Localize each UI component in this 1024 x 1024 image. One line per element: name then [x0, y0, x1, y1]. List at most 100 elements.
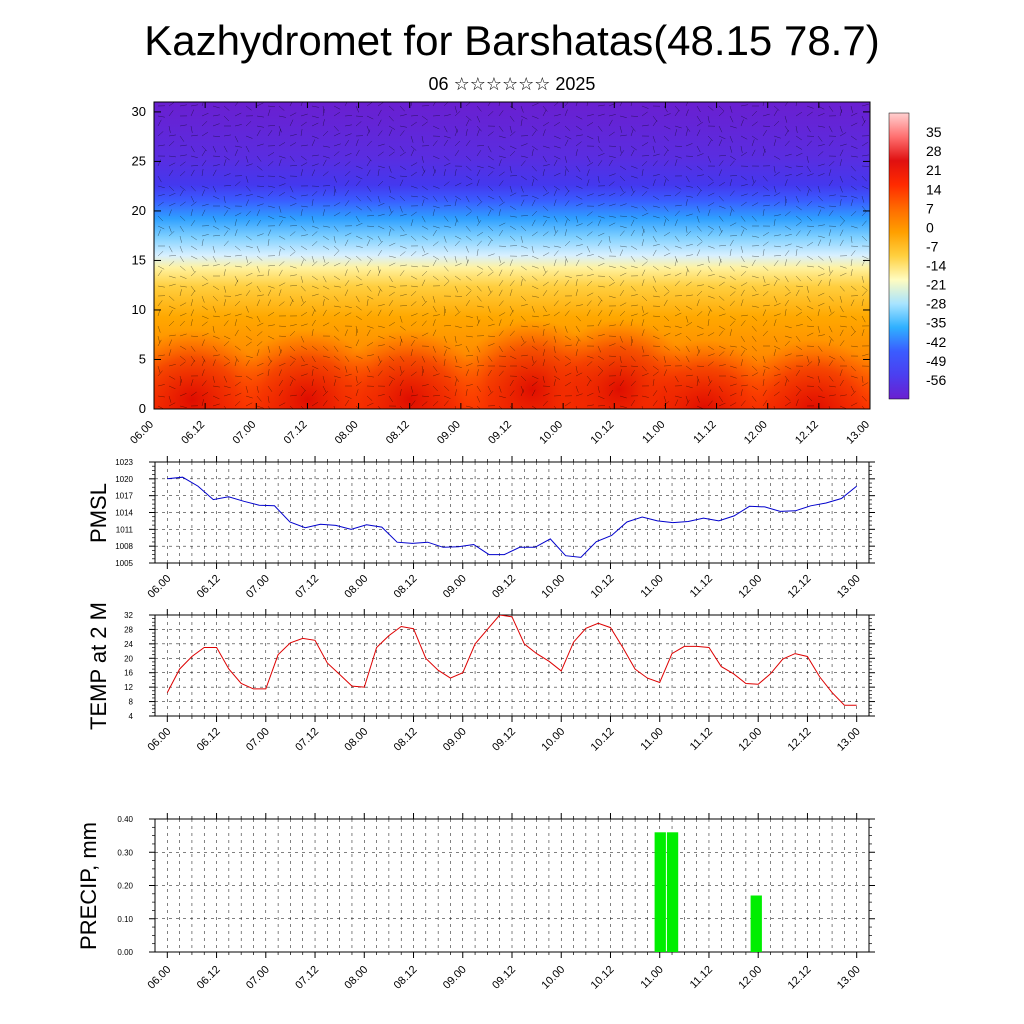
wind-barb — [718, 229, 724, 237]
wind-barb — [553, 375, 561, 380]
wind-barb — [179, 201, 186, 207]
wind-barb — [608, 361, 615, 367]
wind-barb — [487, 195, 495, 200]
wind-barb — [828, 355, 836, 360]
wind-barb — [652, 379, 655, 387]
wind-barb — [751, 180, 757, 187]
wind-barb — [498, 145, 505, 151]
wind-barb — [520, 365, 528, 369]
wind-barb — [300, 345, 308, 350]
wind-barb — [740, 335, 746, 343]
wind-barb — [520, 325, 528, 328]
x-tick-label: 12.00 — [736, 964, 764, 992]
wind-barb — [256, 285, 261, 293]
wind-barb — [696, 174, 704, 177]
x-tick-label: 09.12 — [490, 573, 518, 601]
wind-barb — [630, 355, 636, 362]
wind-barb — [410, 149, 415, 157]
wind-barb — [432, 225, 440, 229]
wind-barb — [828, 405, 830, 409]
wind-barb — [366, 239, 371, 247]
wind-barb — [531, 231, 538, 237]
x-tick-label: 07.00 — [244, 726, 272, 754]
wind-barb — [465, 275, 472, 281]
wind-barb — [300, 121, 307, 127]
pmsl-axis-label: PMSL — [86, 483, 111, 543]
wind-barb — [278, 235, 286, 240]
wind-barb — [773, 303, 781, 307]
wind-barb — [344, 312, 352, 317]
wind-barb — [201, 339, 205, 347]
wind-barb — [696, 185, 703, 192]
x-tick-label: 11.12 — [688, 573, 715, 600]
wind-barb — [179, 154, 187, 157]
wind-barb — [443, 265, 449, 272]
wind-barb — [773, 349, 777, 357]
wind-barb — [311, 369, 314, 377]
wind-barb — [300, 285, 306, 292]
wind-barb — [289, 265, 297, 269]
wind-barb — [553, 230, 559, 237]
wind-barb — [157, 325, 161, 333]
wind-barb — [388, 365, 395, 371]
wind-barb — [564, 125, 571, 131]
wind-barb — [795, 260, 801, 267]
wind-barb — [795, 125, 798, 133]
wind-barb — [707, 380, 713, 387]
wind-barb — [454, 235, 462, 240]
wind-barb — [289, 155, 295, 162]
wind-barb — [597, 295, 603, 302]
wind-barb — [663, 401, 670, 407]
wind-barb — [322, 390, 329, 397]
wind-barb — [586, 309, 591, 317]
wind-barb — [443, 181, 450, 187]
wind-barb — [586, 404, 594, 407]
wind-barb — [652, 371, 659, 377]
x-tick-label: 08.00 — [342, 964, 370, 992]
wind-barb — [168, 245, 173, 253]
wind-barb — [861, 185, 869, 190]
wind-barb — [245, 245, 253, 248]
wind-barb — [487, 185, 494, 192]
wind-barb — [773, 135, 781, 139]
wind-barb — [531, 285, 539, 290]
wind-barb — [619, 191, 626, 197]
x-tick-label: 12.00 — [736, 726, 764, 754]
wind-barb — [685, 213, 693, 217]
wind-barb — [432, 155, 440, 160]
wind-barb — [344, 355, 350, 362]
wind-barb — [509, 215, 517, 218]
wind-barb — [696, 395, 700, 403]
wind-barb — [630, 185, 634, 193]
wind-barb — [223, 185, 232, 187]
wind-barb — [377, 309, 382, 317]
wind-barb — [542, 109, 547, 117]
wind-barb — [476, 115, 481, 123]
wind-barb — [223, 320, 229, 327]
wind-barb — [685, 335, 692, 341]
wind-barb — [201, 121, 208, 127]
wind-barb — [322, 209, 325, 217]
precip-panel: 0.000.100.200.300.40 06.00 06.12 07.00 07.1… — [76, 813, 875, 992]
wind-barb — [630, 229, 635, 237]
wind-barb — [740, 255, 745, 263]
wind-barb — [355, 375, 358, 383]
wind-barb — [641, 305, 644, 313]
wind-barb — [751, 335, 757, 342]
wind-barb — [465, 299, 471, 307]
wind-barb — [267, 229, 272, 237]
wind-barb — [300, 194, 308, 197]
wind-barb — [223, 115, 230, 122]
wind-barb — [839, 394, 847, 397]
wind-barb — [608, 245, 612, 253]
wind-barb — [311, 169, 316, 177]
wind-barb — [575, 274, 583, 277]
wind-barb — [322, 245, 330, 250]
wind-barb — [619, 150, 625, 157]
wind-barb — [817, 195, 823, 202]
wind-barb — [476, 125, 482, 132]
wind-barb — [652, 215, 660, 219]
wind-barb — [718, 259, 722, 267]
wind-barb — [377, 151, 384, 157]
